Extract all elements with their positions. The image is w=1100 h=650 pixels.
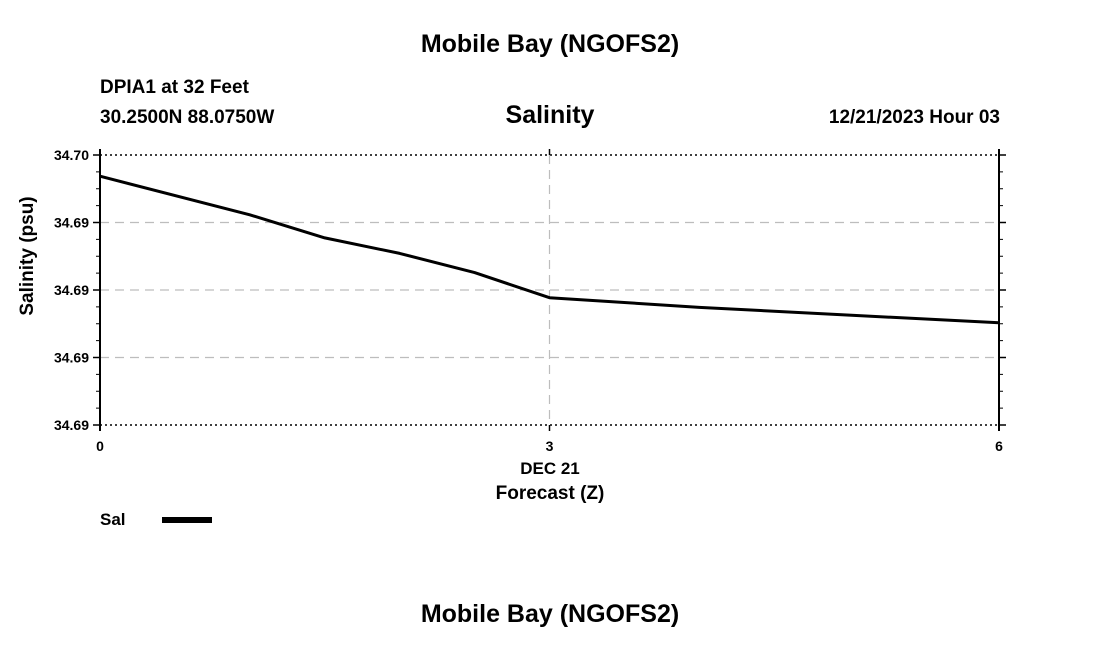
x-tick-label: 6: [995, 438, 1003, 454]
chart-title: Salinity: [505, 101, 595, 129]
station-coordinates: 30.2500N 88.0750W: [100, 107, 275, 128]
legend-line-swatch: [162, 517, 212, 523]
x-axis-label: Forecast (Z): [495, 483, 605, 504]
series-line-sal: [99, 174, 1000, 325]
y-tick-label: 34.69: [54, 282, 89, 298]
x-axis-date-label: DEC 21: [520, 459, 580, 478]
y-tick-label: 34.69: [54, 417, 89, 433]
y-tick-label: 34.69: [54, 350, 89, 366]
x-tick-label: 0: [96, 438, 104, 454]
y-axis-label: Salinity (psu): [17, 196, 38, 316]
page-title: Mobile Bay (NGOFS2): [420, 30, 680, 58]
y-tick-label: 34.69: [54, 215, 89, 231]
legend-label: Sal: [100, 510, 126, 529]
station-label: DPIA1 at 32 Feet: [100, 77, 249, 98]
y-tick-label: 34.70: [54, 147, 89, 163]
footer-title: Mobile Bay (NGOFS2): [420, 600, 680, 628]
forecast-date-hour: 12/21/2023 Hour 03: [828, 107, 1000, 128]
x-tick-label: 3: [546, 438, 554, 454]
